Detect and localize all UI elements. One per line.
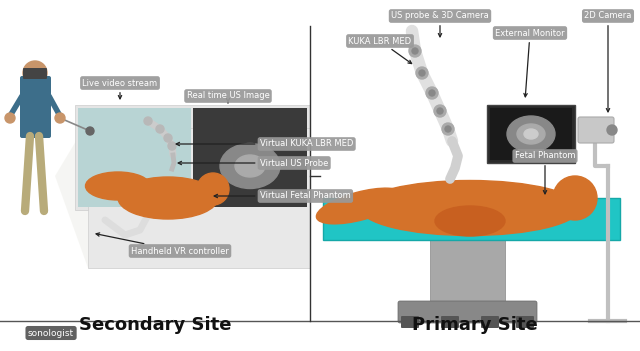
Text: Secondary Site: Secondary Site (79, 316, 231, 334)
Ellipse shape (360, 180, 580, 236)
Text: Fetal Phantom: Fetal Phantom (515, 152, 575, 194)
FancyBboxPatch shape (401, 316, 419, 328)
Circle shape (416, 67, 428, 79)
FancyBboxPatch shape (398, 301, 537, 323)
Circle shape (553, 176, 597, 220)
Circle shape (429, 90, 435, 96)
Circle shape (434, 105, 446, 117)
Circle shape (419, 70, 425, 76)
Circle shape (445, 126, 451, 132)
Circle shape (5, 113, 15, 123)
Ellipse shape (435, 206, 505, 236)
Circle shape (23, 61, 47, 85)
FancyBboxPatch shape (481, 316, 499, 328)
Circle shape (144, 117, 152, 125)
FancyBboxPatch shape (516, 316, 534, 328)
Circle shape (164, 134, 172, 142)
Circle shape (409, 45, 421, 57)
FancyBboxPatch shape (487, 105, 575, 163)
FancyBboxPatch shape (88, 128, 310, 268)
Text: US probe & 3D Camera: US probe & 3D Camera (391, 12, 489, 37)
Circle shape (197, 173, 229, 205)
Circle shape (168, 142, 176, 150)
Text: Primary Site: Primary Site (412, 316, 538, 334)
Circle shape (55, 113, 65, 123)
FancyBboxPatch shape (441, 316, 459, 328)
Ellipse shape (524, 129, 538, 139)
Circle shape (426, 87, 438, 99)
Text: Live video stream: Live video stream (83, 79, 157, 99)
Text: External Monitor: External Monitor (495, 28, 565, 97)
Circle shape (607, 125, 617, 135)
FancyBboxPatch shape (430, 238, 505, 310)
Circle shape (437, 108, 443, 114)
FancyBboxPatch shape (490, 108, 572, 160)
Text: Real time US Image: Real time US Image (187, 92, 269, 103)
Polygon shape (55, 121, 88, 268)
FancyBboxPatch shape (193, 108, 307, 207)
Ellipse shape (86, 172, 150, 200)
Ellipse shape (507, 116, 555, 152)
FancyBboxPatch shape (75, 105, 310, 210)
Text: Handheld VR controller: Handheld VR controller (96, 233, 229, 256)
FancyBboxPatch shape (578, 117, 614, 143)
FancyBboxPatch shape (78, 108, 191, 207)
Text: sonologist: sonologist (28, 329, 74, 338)
Ellipse shape (235, 155, 265, 177)
Ellipse shape (220, 144, 280, 188)
Circle shape (412, 48, 418, 54)
FancyBboxPatch shape (20, 76, 51, 138)
Ellipse shape (316, 188, 404, 224)
Text: Virtual Fetal Phantom: Virtual Fetal Phantom (214, 192, 351, 200)
Circle shape (442, 123, 454, 135)
Text: 2D Camera: 2D Camera (584, 12, 632, 112)
Ellipse shape (118, 177, 218, 219)
Text: Virtual US Probe: Virtual US Probe (178, 159, 328, 167)
FancyBboxPatch shape (23, 68, 47, 79)
Ellipse shape (517, 124, 545, 144)
Circle shape (86, 127, 94, 135)
Text: KUKA LBR MED: KUKA LBR MED (348, 37, 412, 64)
FancyBboxPatch shape (323, 198, 620, 240)
Circle shape (156, 125, 164, 133)
Text: Virtual KUKA LBR MED: Virtual KUKA LBR MED (176, 139, 353, 148)
